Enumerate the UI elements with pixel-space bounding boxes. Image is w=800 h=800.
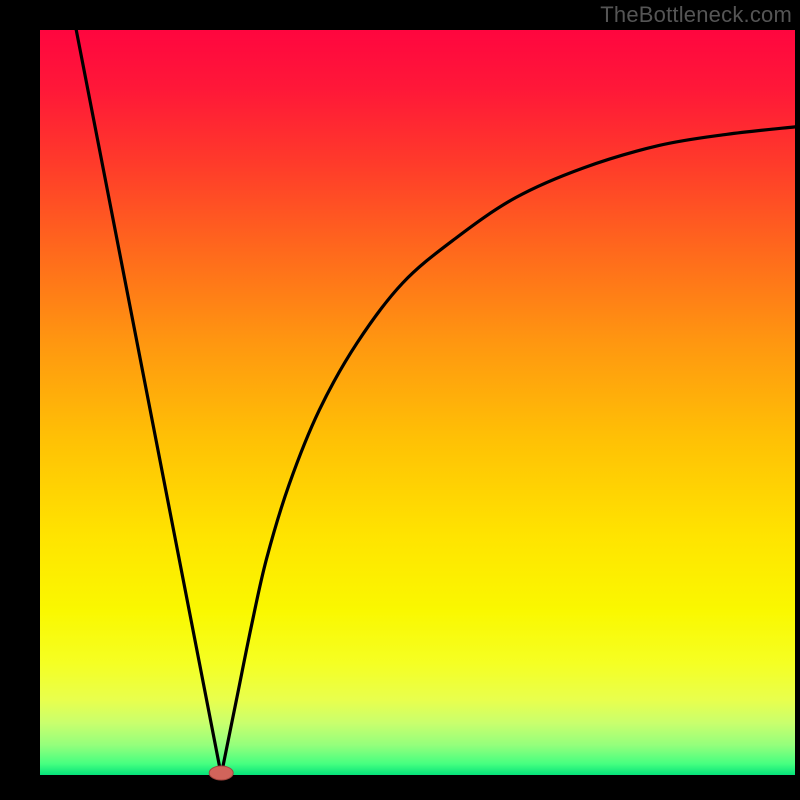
optimal-marker — [209, 766, 233, 780]
watermark-label: TheBottleneck.com — [600, 2, 792, 28]
chart-container: TheBottleneck.com — [0, 0, 800, 800]
bottleneck-chart — [0, 0, 800, 800]
